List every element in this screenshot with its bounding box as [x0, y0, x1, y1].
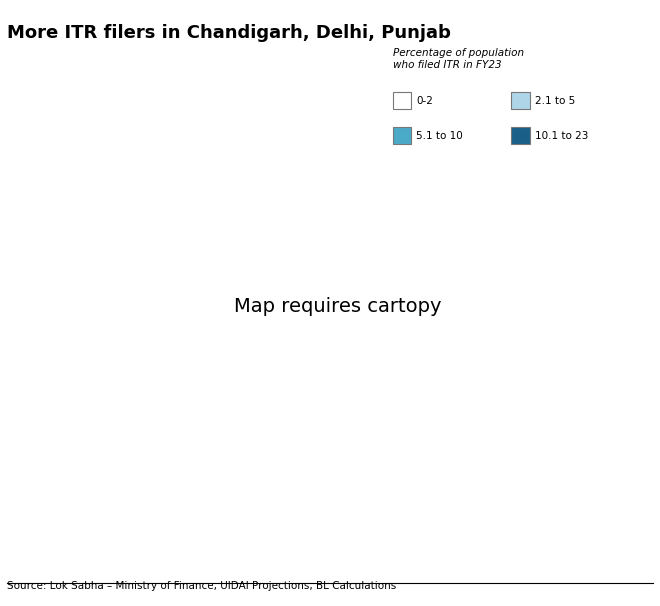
Text: Map requires cartopy: Map requires cartopy — [234, 296, 442, 316]
Text: 10.1 to 23: 10.1 to 23 — [535, 131, 589, 141]
Text: More ITR filers in Chandigarh, Delhi, Punjab: More ITR filers in Chandigarh, Delhi, Pu… — [7, 24, 451, 42]
Text: 2.1 to 5: 2.1 to 5 — [535, 96, 576, 105]
Text: 5.1 to 10: 5.1 to 10 — [416, 131, 463, 141]
Text: 0-2: 0-2 — [416, 96, 434, 105]
Text: Percentage of population
who filed ITR in FY23: Percentage of population who filed ITR i… — [393, 48, 524, 70]
Text: Source: Lok Sabha – Ministry of Finance, UIDAI Projections, BL Calculations: Source: Lok Sabha – Ministry of Finance,… — [7, 581, 396, 591]
